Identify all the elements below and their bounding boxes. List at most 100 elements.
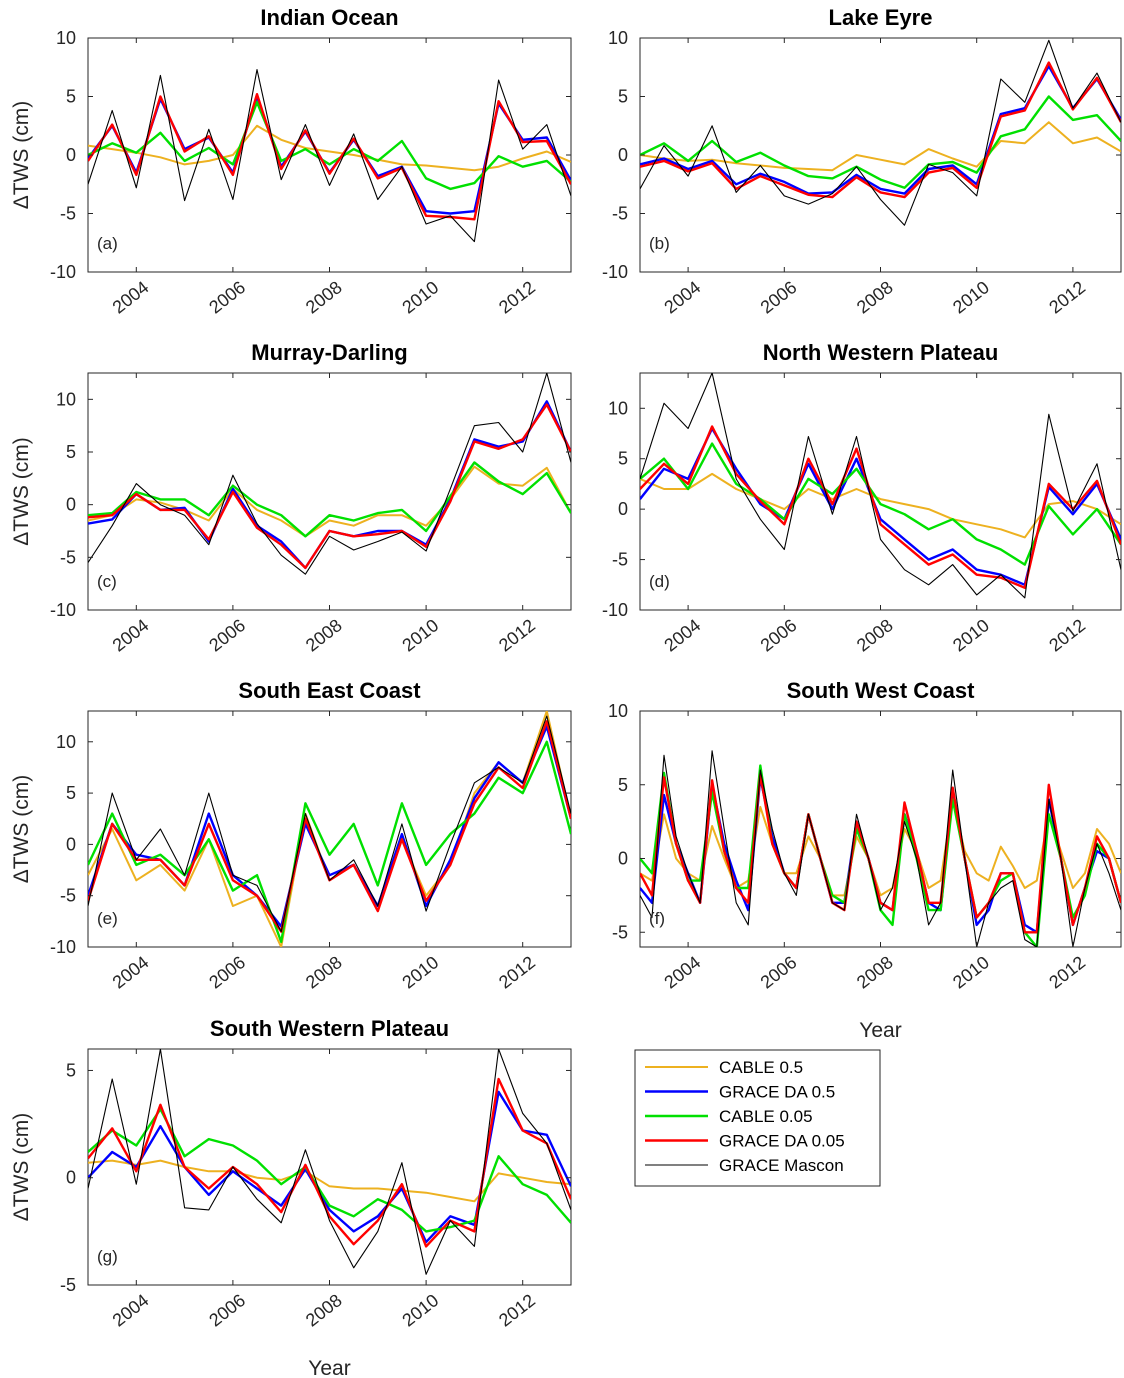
series-line-grace-mascon	[640, 750, 1121, 947]
panel-label: (d)	[649, 572, 670, 591]
x-tick-label: 2004	[660, 277, 704, 317]
series-line-grace-da-0-05	[640, 773, 1121, 934]
y-tick-label: 10	[608, 701, 628, 721]
x-tick-label: 2004	[109, 1290, 153, 1330]
plot-frame	[639, 372, 1122, 611]
y-tick-label: -10	[50, 600, 76, 620]
panel-title: South Western Plateau	[210, 1016, 449, 1041]
y-tick-label: 0	[66, 1168, 76, 1188]
y-tick-label: 5	[66, 783, 76, 803]
series-group	[640, 750, 1121, 947]
panel-title: South West Coast	[787, 678, 976, 703]
series-line-cable-0-05	[88, 461, 571, 538]
panel-5: 2004 2006 2008 2010 2012 -10 -5 0 5 10 South East …	[10, 678, 572, 992]
x-axis-label: Year	[308, 1357, 350, 1378]
series-group	[640, 39, 1121, 226]
y-tick-label: -10	[50, 937, 76, 957]
y-axis-label: ΔTWS (cm)	[10, 1113, 33, 1222]
series-line-grace-da-0-05	[88, 1077, 571, 1248]
series-line-cable-0-5	[88, 1159, 571, 1203]
series-line-cable-0-05	[88, 101, 571, 191]
y-tick-label: -5	[612, 204, 628, 224]
x-tick-label: 2010	[398, 277, 442, 317]
series-group	[88, 373, 571, 575]
y-tick-label: -10	[50, 262, 76, 282]
y-axis-label: ΔTWS (cm)	[10, 437, 33, 546]
panel-2: 2004 2006 2008 2010 2012 -10 -5 0 5 10 Lake Eyre (b…	[602, 5, 1122, 317]
x-tick-label: 2012	[495, 615, 539, 655]
y-tick-label: -10	[602, 600, 628, 620]
series-group	[88, 1049, 571, 1275]
panel-6: 2004 2006 2008 2010 2012 -5 0 5 10 South West Coa…	[608, 678, 1122, 1042]
x-tick-label: 2006	[757, 952, 801, 992]
y-tick-label: -5	[60, 1275, 76, 1295]
y-tick-label: 5	[618, 449, 628, 469]
x-tick-label: 2010	[398, 952, 442, 992]
y-tick-label: 0	[66, 495, 76, 515]
panel-4: 2004 2006 2008 2010 2012 -10 -5 0 5 10 North Weste…	[602, 340, 1122, 655]
x-tick-label: 2008	[302, 952, 346, 992]
x-tick-label: 2004	[109, 277, 153, 317]
x-tick-label: 2006	[757, 615, 801, 655]
panel-title: Lake Eyre	[829, 5, 933, 30]
x-tick-label: 2008	[853, 952, 897, 992]
x-tick-label: 2012	[495, 952, 539, 992]
legend-entry: GRACE Mascon	[719, 1156, 844, 1175]
x-tick-label: 2010	[949, 615, 993, 655]
y-tick-label: 5	[66, 1060, 76, 1080]
panel-label: (f)	[649, 909, 665, 928]
panel-label: (e)	[97, 909, 118, 928]
x-tick-label: 2010	[949, 277, 993, 317]
y-tick-label: 0	[66, 834, 76, 854]
panel-title: North Western Plateau	[763, 340, 999, 365]
x-tick-label: 2012	[1045, 277, 1089, 317]
series-line-grace-mascon	[640, 39, 1121, 226]
series-line-grace-da-0-05	[88, 403, 571, 570]
x-tick-label: 2012	[1045, 615, 1089, 655]
series-line-cable-0-5	[88, 124, 571, 172]
y-tick-label: -10	[602, 262, 628, 282]
y-tick-label: 5	[618, 775, 628, 795]
series-line-cable-0-05	[88, 740, 571, 944]
legend-entry: CABLE 0.05	[719, 1107, 813, 1126]
panel-title: Indian Ocean	[260, 5, 398, 30]
y-tick-label: 5	[66, 87, 76, 107]
series-line-cable-0-5	[88, 465, 571, 538]
plot-frame	[639, 37, 1122, 273]
y-tick-label: -5	[60, 204, 76, 224]
x-tick-label: 2004	[660, 615, 704, 655]
x-tick-label: 2012	[495, 277, 539, 317]
y-axis-label: ΔTWS (cm)	[10, 775, 33, 884]
legend-box	[634, 1049, 881, 1187]
y-tick-label: 10	[56, 389, 76, 409]
x-tick-label: 2004	[109, 615, 153, 655]
legend-entry: GRACE DA 0.5	[719, 1083, 835, 1102]
x-axis-label: Year	[859, 1019, 901, 1042]
x-tick-label: 2008	[853, 615, 897, 655]
series-group	[640, 373, 1121, 599]
plot-frame	[87, 710, 572, 948]
x-tick-label: 2010	[398, 1290, 442, 1330]
y-tick-label: 0	[66, 145, 76, 165]
x-tick-label: 2008	[853, 277, 897, 317]
x-tick-label: 2006	[205, 952, 249, 992]
y-tick-label: 0	[618, 145, 628, 165]
series-group	[88, 711, 571, 947]
plot-frame	[87, 37, 572, 273]
y-tick-label: 10	[56, 732, 76, 752]
x-tick-label: 2004	[660, 952, 704, 992]
x-tick-label: 2010	[398, 615, 442, 655]
panel-7: 2004 2006 2008 2010 2012 -5 0 5 South Western Pl…	[10, 1016, 572, 1378]
x-tick-label: 2008	[302, 277, 346, 317]
x-tick-label: 2006	[205, 615, 249, 655]
x-tick-label: 2006	[205, 1290, 249, 1330]
series-line-cable-0-05	[640, 442, 1121, 566]
y-tick-label: 0	[618, 849, 628, 869]
series-line-grace-mascon	[88, 1049, 571, 1275]
y-tick-label: 5	[66, 442, 76, 462]
x-tick-label: 2008	[302, 1290, 346, 1330]
y-tick-label: 0	[618, 499, 628, 519]
y-axis-label: ΔTWS (cm)	[10, 101, 33, 210]
y-tick-label: 10	[56, 28, 76, 48]
x-tick-label: 2004	[109, 952, 153, 992]
